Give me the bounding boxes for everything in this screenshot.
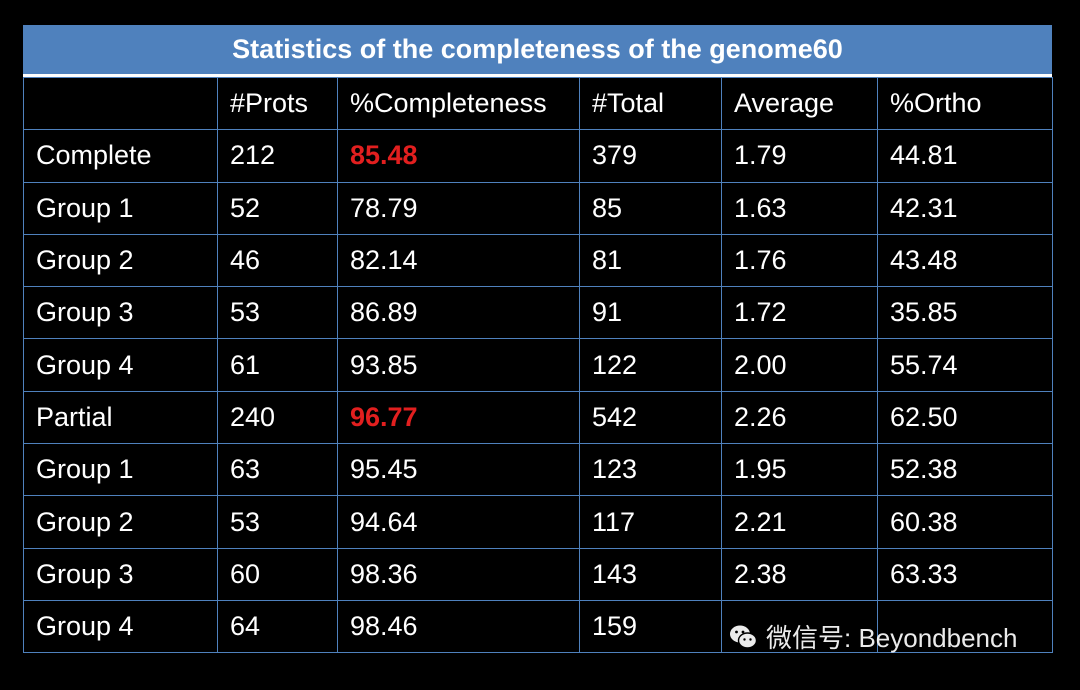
table-row: Group 4 61 93.85 122 2.00 55.74 — [23, 338, 1053, 392]
cell-average: 2.38 — [721, 547, 878, 601]
cell-label: Group 2 — [23, 495, 218, 549]
table-row: Group 3 53 86.89 91 1.72 35.85 — [23, 286, 1053, 340]
header-cell-ortho: %Ortho — [877, 76, 1053, 131]
header-row: #Prots %Completeness #Total Average %Ort… — [23, 76, 1053, 131]
cell-prots: 53 — [217, 286, 338, 340]
table-row: Group 3 60 98.36 143 2.38 63.33 — [23, 547, 1053, 601]
cell-ortho: 63.33 — [877, 547, 1053, 601]
cell-completeness: 93.85 — [337, 338, 580, 392]
header-cell-completeness: %Completeness — [337, 76, 580, 131]
cell-average: 2.26 — [721, 390, 878, 445]
cell-completeness: 95.45 — [337, 443, 580, 497]
cell-label: Group 3 — [23, 286, 218, 340]
wechat-icon — [730, 625, 758, 649]
cell-total: 542 — [579, 390, 722, 445]
cell-completeness: 98.46 — [337, 599, 580, 654]
cell-completeness: 78.79 — [337, 181, 580, 235]
table-row: Partial 240 96.77 542 2.26 62.50 — [23, 390, 1053, 445]
cell-completeness: 86.89 — [337, 286, 580, 340]
table-row: Group 1 52 78.79 85 1.63 42.31 — [23, 181, 1053, 235]
cell-average: 1.72 — [721, 286, 878, 340]
cell-ortho: 60.38 — [877, 495, 1053, 549]
header-cell-average: Average — [721, 76, 878, 131]
cell-completeness: 94.64 — [337, 495, 580, 549]
cell-prots: 52 — [217, 181, 338, 235]
cell-label: Partial — [23, 390, 218, 445]
cell-prots: 240 — [217, 390, 338, 445]
cell-total: 379 — [579, 129, 722, 183]
cell-total: 122 — [579, 338, 722, 392]
cell-prots: 212 — [217, 129, 338, 183]
cell-ortho: 43.48 — [877, 233, 1053, 288]
cell-ortho: 44.81 — [877, 129, 1053, 183]
cell-average: 1.79 — [721, 129, 878, 183]
cell-label: Group 3 — [23, 547, 218, 601]
cell-ortho: 42.31 — [877, 181, 1053, 235]
statistics-table-container: Statistics of the completeness of the ge… — [23, 25, 1053, 666]
cell-label: Group 1 — [23, 181, 218, 235]
table-title: Statistics of the completeness of the ge… — [23, 25, 1052, 77]
header-cell-prots: #Prots — [217, 76, 338, 131]
cell-ortho: 52.38 — [877, 443, 1053, 497]
cell-label: Group 1 — [23, 443, 218, 497]
cell-label: Complete — [23, 129, 218, 183]
cell-prots: 60 — [217, 547, 338, 601]
cell-completeness: 98.36 — [337, 547, 580, 601]
table-row: Complete 212 85.48 379 1.79 44.81 — [23, 129, 1053, 183]
cell-prots: 46 — [217, 233, 338, 288]
watermark: 微信号: Beyondbench — [728, 618, 1017, 655]
cell-average: 1.76 — [721, 233, 878, 288]
cell-total: 117 — [579, 495, 722, 549]
table-row: Group 2 46 82.14 81 1.76 43.48 — [23, 233, 1053, 288]
cell-average: 1.95 — [721, 443, 878, 497]
statistics-table: #Prots %Completeness #Total Average %Ort… — [23, 76, 1053, 654]
cell-prots: 63 — [217, 443, 338, 497]
cell-prots: 61 — [217, 338, 338, 392]
cell-prots: 53 — [217, 495, 338, 549]
cell-ortho — [877, 599, 1053, 654]
cell-prots: 64 — [217, 599, 338, 654]
cell-total: 91 — [579, 286, 722, 340]
cell-ortho: 55.74 — [877, 338, 1053, 392]
cell-completeness-highlighted: 85.48 — [337, 129, 580, 183]
table-row: Group 4 64 98.46 159 — [23, 599, 1053, 654]
table-row: Group 1 63 95.45 123 1.95 52.38 — [23, 443, 1053, 497]
cell-ortho: 62.50 — [877, 390, 1053, 445]
cell-label: Group 2 — [23, 233, 218, 288]
cell-total: 85 — [579, 181, 722, 235]
cell-total: 81 — [579, 233, 722, 288]
cell-ortho: 35.85 — [877, 286, 1053, 340]
header-cell-total: #Total — [579, 76, 722, 131]
table-body: #Prots %Completeness #Total Average %Ort… — [23, 76, 1053, 654]
cell-label: Group 4 — [23, 338, 218, 392]
cell-average: 2.00 — [721, 338, 878, 392]
cell-total: 123 — [579, 443, 722, 497]
cell-total: 159 — [579, 599, 722, 654]
cell-completeness: 82.14 — [337, 233, 580, 288]
cell-average: 2.21 — [721, 495, 878, 549]
cell-label: Group 4 — [23, 599, 218, 654]
cell-average: 1.63 — [721, 181, 878, 235]
watermark-text: 微信号: Beyondbench — [766, 623, 1018, 653]
table-row: Group 2 53 94.64 117 2.21 60.38 — [23, 495, 1053, 549]
cell-total: 143 — [579, 547, 722, 601]
cell-completeness-highlighted: 96.77 — [337, 390, 580, 445]
header-cell-label — [23, 76, 218, 131]
